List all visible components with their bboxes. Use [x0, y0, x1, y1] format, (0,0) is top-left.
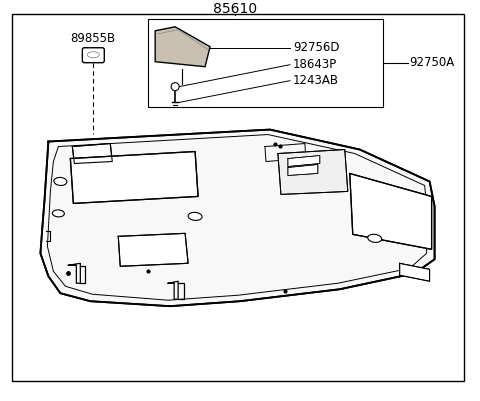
Polygon shape — [40, 130, 434, 306]
Polygon shape — [155, 27, 210, 67]
Text: 18643P: 18643P — [293, 58, 337, 71]
Ellipse shape — [368, 234, 382, 243]
Polygon shape — [118, 233, 188, 266]
FancyBboxPatch shape — [83, 48, 104, 63]
Polygon shape — [400, 263, 430, 281]
Bar — [148, 19, 383, 107]
Text: 89855B: 89855B — [71, 32, 116, 45]
Text: 92756D: 92756D — [293, 41, 339, 54]
Polygon shape — [350, 174, 432, 249]
Polygon shape — [71, 152, 198, 203]
Circle shape — [171, 83, 179, 91]
Ellipse shape — [54, 178, 67, 186]
Polygon shape — [288, 156, 320, 166]
Ellipse shape — [52, 210, 64, 217]
Polygon shape — [288, 164, 318, 176]
Text: 85610: 85610 — [213, 2, 257, 16]
Polygon shape — [72, 144, 112, 164]
Text: 1243AB: 1243AB — [293, 74, 339, 87]
Ellipse shape — [188, 213, 202, 221]
Polygon shape — [278, 150, 348, 194]
Text: 92750A: 92750A — [409, 56, 455, 69]
